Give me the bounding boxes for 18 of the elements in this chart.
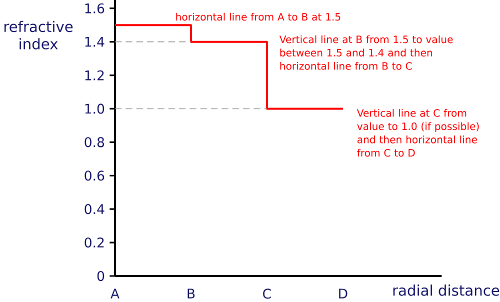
annotation: Vertical line at C from value to 1.0 (if possible) and then horizontal line from C to D	[356, 108, 479, 157]
annotation: Vertical line at B from 1.5 to value between 1.5 and 1.4 and then horizontal line from B to C	[279, 35, 453, 70]
y-tick-label: 1.6	[85, 3, 104, 14]
y-axis-title: refractive index	[4, 20, 73, 50]
x-tick-label: D	[339, 288, 348, 298]
y-tick-label: 0	[97, 270, 104, 282]
y-tick-label: 0.6	[84, 170, 104, 181]
x-axis-title: radial distance	[393, 284, 500, 296]
y-tick-label: 1.4	[85, 36, 104, 47]
y-tick-label: 0.2	[84, 238, 104, 248]
y-tick-label: 1.0	[85, 104, 104, 114]
x-tick-label: B	[188, 288, 195, 298]
y-tick-label: 1.2	[85, 70, 104, 80]
x-tick-label: C	[263, 288, 271, 299]
y-tick-label: 0.4	[84, 204, 104, 214]
y-tick-label: 0.8	[84, 137, 104, 148]
annotation: horizontal line from A to B at 1.5	[176, 12, 340, 21]
x-tick-label: A	[110, 288, 120, 298]
